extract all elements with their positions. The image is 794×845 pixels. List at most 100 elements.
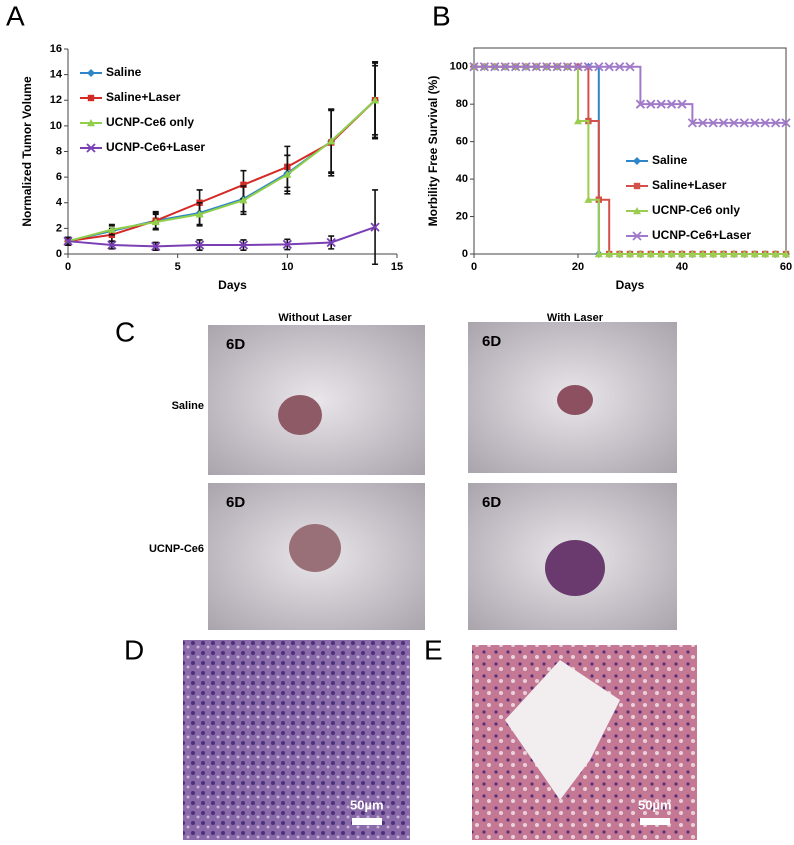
- x-axis-label: Days: [616, 278, 645, 292]
- marker: [666, 99, 677, 109]
- marker: [730, 250, 738, 258]
- y-tick-label: 10: [50, 120, 62, 132]
- day-label: 6D: [482, 494, 501, 511]
- legend-label: Saline: [106, 65, 142, 79]
- marker: [573, 62, 583, 72]
- legend-label: Saline+Laser: [652, 178, 727, 192]
- scale-bar: [352, 818, 382, 825]
- y-tick-label: 6: [56, 171, 62, 183]
- day-label: 6D: [226, 336, 245, 353]
- legend-label: Saline+Laser: [106, 90, 181, 104]
- row-label: Saline: [172, 400, 204, 412]
- row-label: UCNP-Ce6: [149, 543, 204, 555]
- y-tick-label: 60: [456, 136, 468, 148]
- marker: [781, 118, 791, 128]
- marker: [562, 62, 573, 72]
- y-tick-label: 20: [456, 210, 468, 222]
- histology-image: [183, 640, 410, 840]
- scale-bar-label: 50µm: [638, 797, 672, 812]
- marker: [584, 195, 593, 203]
- marker: [151, 217, 160, 226]
- y-tick-label: 4: [56, 197, 63, 209]
- marker: [615, 250, 624, 258]
- marker: [371, 96, 380, 104]
- legend-label: UCNP-Ce6+Laser: [652, 228, 751, 242]
- marker: [327, 137, 336, 145]
- marker: [708, 118, 718, 128]
- marker: [531, 62, 542, 72]
- marker: [782, 250, 790, 258]
- marker: [552, 62, 562, 72]
- y-tick-label: 12: [50, 94, 62, 106]
- y-tick-label: 0: [462, 248, 468, 260]
- y-tick-label: 100: [450, 61, 468, 73]
- marker: [646, 250, 655, 258]
- x-tick-label: 40: [676, 261, 688, 273]
- marker: [479, 62, 490, 72]
- marker: [719, 250, 728, 258]
- legend-label: UCNP-Ce6+Laser: [106, 140, 205, 154]
- marker: [739, 118, 750, 128]
- scale-bar: [640, 818, 670, 825]
- marker: [151, 241, 161, 251]
- marker: [667, 250, 676, 258]
- marker: [326, 237, 336, 248]
- marker: [718, 118, 729, 128]
- histology: 50µm 50µm: [183, 640, 697, 840]
- marker: [677, 99, 687, 109]
- marker: [239, 196, 248, 204]
- marker: [574, 117, 582, 125]
- legend-marker: [633, 207, 641, 215]
- legend-marker: [632, 231, 642, 241]
- legend-label: UCNP-Ce6 only: [652, 203, 740, 217]
- x-tick-label: 0: [65, 261, 71, 273]
- x-axis-label: Days: [218, 278, 247, 292]
- marker: [107, 240, 117, 250]
- x-tick-label: 0: [471, 261, 477, 273]
- panel-labels: A B C D E: [6, 0, 451, 665]
- y-tick-label: 8: [56, 145, 62, 157]
- marker: [770, 118, 781, 128]
- panel-label: D: [124, 634, 144, 665]
- day-label: 6D: [226, 494, 245, 511]
- x-tick-label: 60: [780, 261, 792, 273]
- legend-label: Saline: [652, 153, 688, 167]
- marker: [605, 250, 614, 258]
- marker: [698, 250, 707, 258]
- marker: [750, 250, 759, 258]
- y-tick-label: 2: [56, 222, 62, 234]
- photo: 6D: [208, 325, 425, 475]
- x-tick-label: 5: [175, 261, 181, 273]
- scale-bar-label: 50µm: [350, 797, 384, 812]
- plot-frame: [473, 47, 787, 255]
- photo-panel: Without Laser With Laser Saline UCNP-Ce6…: [149, 312, 677, 630]
- marker: [370, 222, 380, 232]
- y-tick-label: 16: [50, 43, 62, 55]
- marker: [283, 170, 292, 178]
- marker: [195, 210, 204, 218]
- legend-label: UCNP-Ce6 only: [106, 115, 194, 129]
- column-label: Without Laser: [278, 312, 352, 324]
- marker: [729, 118, 739, 128]
- marker: [583, 62, 594, 72]
- marker: [194, 240, 205, 250]
- series-line: [67, 99, 376, 243]
- x-tick-label: 20: [572, 261, 584, 273]
- legend-marker: [633, 157, 641, 165]
- day-label: 6D: [482, 333, 501, 350]
- marker: [238, 240, 249, 250]
- photo: 6D: [468, 483, 677, 630]
- marker: [594, 62, 604, 72]
- photo: 6D: [468, 322, 677, 473]
- marker: [709, 250, 718, 258]
- y-tick-label: 0: [56, 248, 62, 260]
- photo: 6D: [208, 483, 425, 630]
- legend-marker: [87, 119, 95, 127]
- marker: [698, 118, 708, 128]
- marker: [678, 250, 686, 258]
- marker: [614, 62, 625, 72]
- marker: [688, 250, 697, 258]
- marker: [740, 250, 749, 258]
- marker: [282, 239, 292, 250]
- marker: [604, 62, 614, 72]
